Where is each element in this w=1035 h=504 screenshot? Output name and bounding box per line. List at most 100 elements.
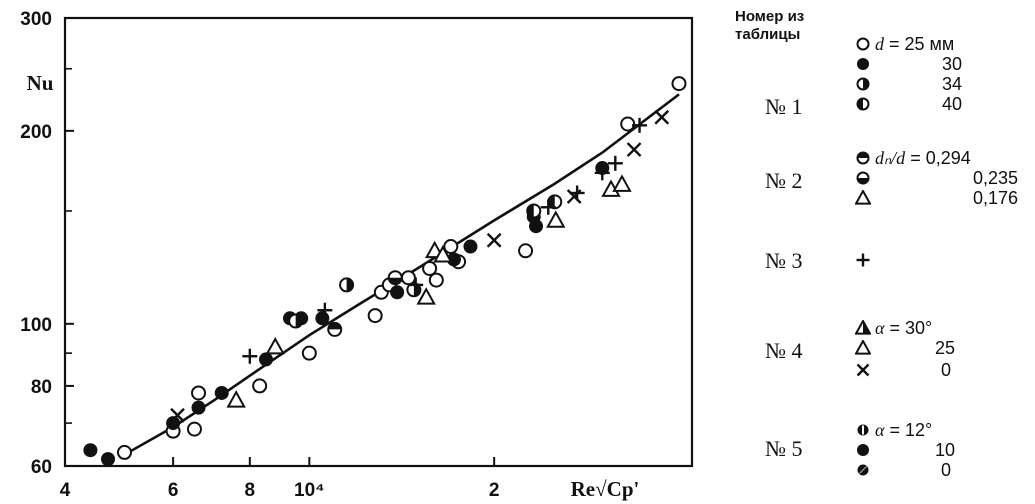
- legend-row-1-1: d = 25 мм: [855, 34, 1035, 54]
- vertical-striped-circle-icon: [857, 424, 869, 436]
- data-point-triangle: [546, 210, 566, 228]
- cross-icon: [856, 363, 870, 377]
- data-point-plus: [594, 165, 610, 181]
- data-point-cross: [170, 407, 185, 423]
- data-point-triangle: [226, 390, 246, 408]
- x-tick-label: 10⁴: [294, 480, 325, 501]
- data-point-cross: [566, 189, 582, 204]
- y-tick-label: 60: [31, 457, 52, 478]
- data-point-open-circle: [671, 76, 687, 92]
- data-point-open-circle: [400, 270, 416, 286]
- filled-circle-icon: [857, 58, 869, 70]
- data-point-filled-circle: [214, 385, 229, 400]
- legend-row-3-1: [855, 250, 895, 270]
- data-point-open-circle: [518, 243, 534, 259]
- left-half-circle-icon: [856, 97, 870, 111]
- data-point-filled-circle: [315, 311, 330, 326]
- legend-value: 10: [935, 440, 956, 460]
- data-point-open-circle: [367, 308, 383, 324]
- data-point-triangle: [433, 245, 453, 263]
- data-point-bottom-half-circle: [387, 270, 403, 286]
- legend-row-2-3: 0,176: [855, 188, 1035, 208]
- data-point-open-circle: [620, 116, 636, 132]
- plus-icon: [856, 253, 870, 267]
- data-point-plus: [242, 348, 258, 364]
- y-tick-label: 300: [20, 9, 52, 30]
- data-point-cross: [626, 142, 642, 157]
- data-point-plus: [540, 199, 556, 215]
- legend-row-2-2: 0,235: [855, 168, 1035, 188]
- data-point-plus: [632, 117, 648, 133]
- chart-plot: 4 6 8 10⁴ 2 60 80 100 200 300 Nu Re√Cp': [20, 9, 694, 501]
- legend-group-3-label: № 3: [765, 248, 803, 273]
- legend-row-5-1: α = 12°: [855, 420, 1035, 440]
- x-tick-label: 4: [60, 480, 71, 501]
- legend-header: Номер из таблицы: [735, 8, 805, 43]
- data-point-plus: [317, 302, 333, 318]
- legend-var: α: [875, 420, 885, 440]
- dotted-circle-icon: [857, 464, 869, 476]
- x-tick-label: 6: [168, 480, 179, 501]
- data-point-open-circle: [117, 444, 133, 460]
- legend-row-1-2: 30: [855, 54, 1035, 74]
- legend-value: 0,235: [973, 168, 1019, 188]
- legend-value: 30°: [904, 318, 933, 338]
- data-point-filled-circle: [529, 219, 544, 234]
- legend-group-5-label: № 5: [765, 436, 803, 461]
- bottom-half-circle-icon: [856, 171, 870, 185]
- filled-circle-icon: [857, 444, 869, 456]
- legend-group-1-label: № 1: [765, 94, 803, 119]
- data-point-filled-circle: [258, 352, 273, 367]
- legend-value: 0: [941, 460, 952, 480]
- open-circle-icon: [856, 37, 870, 51]
- legend-value: 30: [942, 54, 963, 74]
- data-point-right-half-circle: [406, 282, 422, 298]
- data-point-open-circle: [443, 239, 459, 255]
- data-point-top-half-circle: [327, 321, 343, 337]
- triangle-icon: [855, 340, 871, 355]
- x-tick-label: 8: [245, 480, 256, 501]
- legend-row-2-1: dₙ/d = 0,294: [855, 148, 1035, 168]
- data-point-open-circle: [191, 385, 207, 401]
- legend-row-4-3: 0: [855, 360, 1035, 380]
- plot-frame: [63, 16, 694, 468]
- data-point-filled-circle: [166, 416, 181, 431]
- legend-value: 0: [941, 360, 952, 380]
- data-point-filled-circle: [463, 239, 478, 254]
- legend-value: 0,176: [973, 188, 1019, 208]
- half-triangle-icon: [855, 320, 871, 335]
- legend-var: dₙ/d: [875, 148, 906, 168]
- data-point-filled-circle: [446, 252, 461, 267]
- legend-group-2-label: № 2: [765, 168, 803, 193]
- top-half-circle-icon: [856, 151, 870, 165]
- data-point-plus: [607, 155, 623, 171]
- legend-value: 12°: [904, 420, 933, 440]
- data-point-left-half-circle: [526, 203, 542, 219]
- legend-value: 25 мм: [904, 34, 955, 54]
- data-point-open-circle: [428, 272, 444, 288]
- y-tick-label: 200: [20, 122, 52, 143]
- triangle-icon: [855, 190, 871, 205]
- data-point-right-half-circle: [339, 277, 355, 293]
- data-point-filled-circle: [390, 285, 405, 300]
- x-axis-label: Re√Cp': [571, 477, 640, 501]
- legend-value: 34: [942, 74, 963, 94]
- x-tick-label: 2: [489, 480, 500, 501]
- data-point-filled-circle: [101, 452, 116, 467]
- legend-row-5-3: 0: [855, 460, 1035, 480]
- data-point-open-circle: [186, 421, 202, 437]
- legend-row-5-2: 10: [855, 440, 1035, 460]
- data-point-open-circle: [301, 345, 317, 361]
- data-point-right-half-circle: [288, 313, 304, 329]
- y-axis-label: Nu: [27, 71, 54, 95]
- y-tick-label: 80: [31, 377, 52, 398]
- legend-var: d: [875, 34, 884, 54]
- data-point-triangle: [416, 287, 436, 305]
- data-point-cross: [486, 232, 502, 248]
- data-point-triangle: [265, 336, 285, 355]
- legend-value: 0,294: [925, 148, 971, 168]
- legend-row-4-2: 25: [855, 338, 1035, 358]
- legend-row-1-3: 34: [855, 74, 1035, 94]
- legend-value: 25: [935, 338, 956, 358]
- legend-row-1-4: 40: [855, 94, 1035, 114]
